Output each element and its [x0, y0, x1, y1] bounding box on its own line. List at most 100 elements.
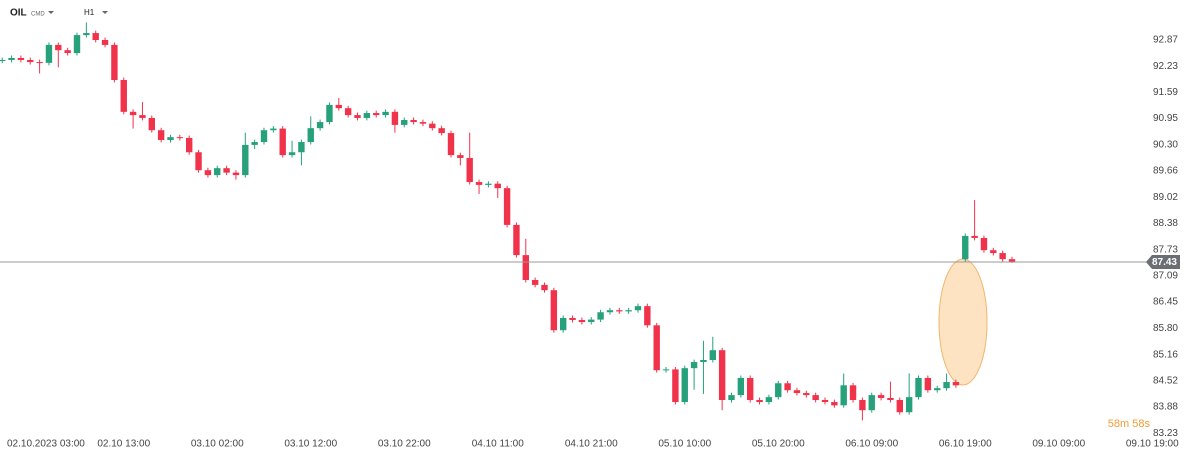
x-tick-label: 03.10 12:00: [284, 439, 337, 450]
last-price-label: 87.43: [1152, 257, 1177, 268]
candle-body: [186, 137, 193, 153]
x-tick-label: 05.10 10:00: [658, 439, 711, 450]
candle-body: [176, 137, 184, 139]
candle-body: [588, 319, 595, 323]
candle-body: [756, 400, 763, 403]
candle-body: [662, 369, 670, 371]
candle-body: [120, 80, 127, 112]
timeframe[interactable]: H1: [84, 8, 95, 17]
candle-body: [999, 253, 1006, 260]
candle-body: [690, 362, 698, 369]
candle-body: [45, 44, 53, 63]
candle-body: [195, 152, 202, 171]
candle-body: [55, 44, 62, 51]
candle-body: [803, 393, 810, 396]
y-tick-label: 85.16: [1153, 349, 1178, 360]
candle-body: [653, 325, 660, 371]
candle-body: [616, 310, 623, 312]
candle-body: [990, 250, 997, 254]
candle-body: [793, 390, 801, 394]
x-tick-label: 09.10 09:00: [1032, 439, 1085, 450]
candle-body: [270, 128, 277, 131]
candle-body: [784, 383, 791, 391]
candle-body: [905, 397, 913, 413]
candle-body: [354, 115, 361, 118]
symbol-dropdown[interactable]: [48, 11, 54, 14]
candle-body: [457, 155, 464, 158]
candle-body: [410, 120, 417, 123]
candle-body: [868, 395, 875, 411]
candle-body: [36, 62, 43, 64]
candle-body: [849, 385, 857, 400]
candle-body: [391, 111, 399, 125]
candle-body: [223, 168, 230, 173]
candle-body: [8, 57, 15, 60]
candle-body: [943, 382, 950, 389]
candle-body: [64, 50, 71, 54]
candle-body: [606, 310, 614, 313]
candle-body: [335, 104, 342, 109]
candle-body: [316, 122, 324, 129]
candle-body: [83, 33, 90, 36]
candle-body: [494, 183, 501, 189]
candle-body: [92, 33, 99, 40]
candle-body: [17, 57, 25, 60]
candle-body: [709, 350, 716, 360]
candle-body: [363, 113, 371, 118]
candle-body: [344, 108, 352, 116]
x-tick-label: 03.10 22:00: [378, 439, 431, 450]
candle-body: [214, 168, 221, 176]
candle-body: [541, 284, 548, 291]
candle-body: [812, 395, 819, 400]
candle-body: [681, 368, 688, 403]
candle-body: [877, 395, 885, 398]
y-tick-label: 83.88: [1153, 402, 1178, 413]
candle-body: [1008, 259, 1016, 263]
candle-body: [569, 317, 576, 320]
candle-body: [859, 400, 866, 411]
candle-body: [597, 312, 604, 320]
candle-body: [831, 402, 838, 406]
y-tick-label: 83.23: [1153, 428, 1178, 439]
countdown: 58m 58s: [1108, 418, 1151, 430]
candle-body: [737, 377, 745, 396]
candle-body: [429, 123, 436, 129]
timeframe-dropdown[interactable]: [102, 11, 108, 14]
x-tick-label: 02.10.2023 03:00: [7, 439, 85, 450]
candle-body: [204, 170, 212, 176]
x-tick-label: 04.10 21:00: [565, 439, 618, 450]
candle-body: [382, 111, 389, 116]
x-tick-label: 05.10 20:00: [752, 439, 805, 450]
candle-body: [952, 382, 960, 386]
highlight-ellipse: [938, 258, 988, 386]
y-tick-label: 90.30: [1153, 140, 1178, 151]
candle-body: [260, 130, 268, 143]
y-tick-label: 87.73: [1153, 244, 1178, 255]
candle-body: [634, 306, 642, 311]
candle-body: [27, 60, 34, 63]
candle-body: [401, 120, 408, 125]
candle-body: [232, 172, 240, 176]
candle-body: [765, 397, 773, 403]
candle-body: [747, 377, 754, 400]
candle-body: [821, 400, 829, 403]
x-tick-label: 06.10 09:00: [845, 439, 898, 450]
candle-body: [0, 60, 6, 61]
candle-body: [148, 117, 155, 131]
y-tick-label: 92.87: [1153, 35, 1178, 46]
candle-body: [531, 280, 539, 285]
candle-body: [485, 183, 492, 185]
candle-body: [887, 397, 894, 400]
x-tick-label: 02.10 13:00: [97, 439, 150, 450]
candle-body: [129, 111, 137, 116]
candle-body: [672, 369, 679, 403]
y-tick-label: 92.23: [1153, 61, 1178, 72]
symbol[interactable]: OIL: [10, 8, 27, 19]
candle-body: [73, 35, 81, 54]
y-tick-label: 90.95: [1153, 113, 1178, 124]
candle-body: [326, 104, 333, 123]
candle-body: [101, 40, 109, 45]
candle-body: [513, 224, 520, 256]
